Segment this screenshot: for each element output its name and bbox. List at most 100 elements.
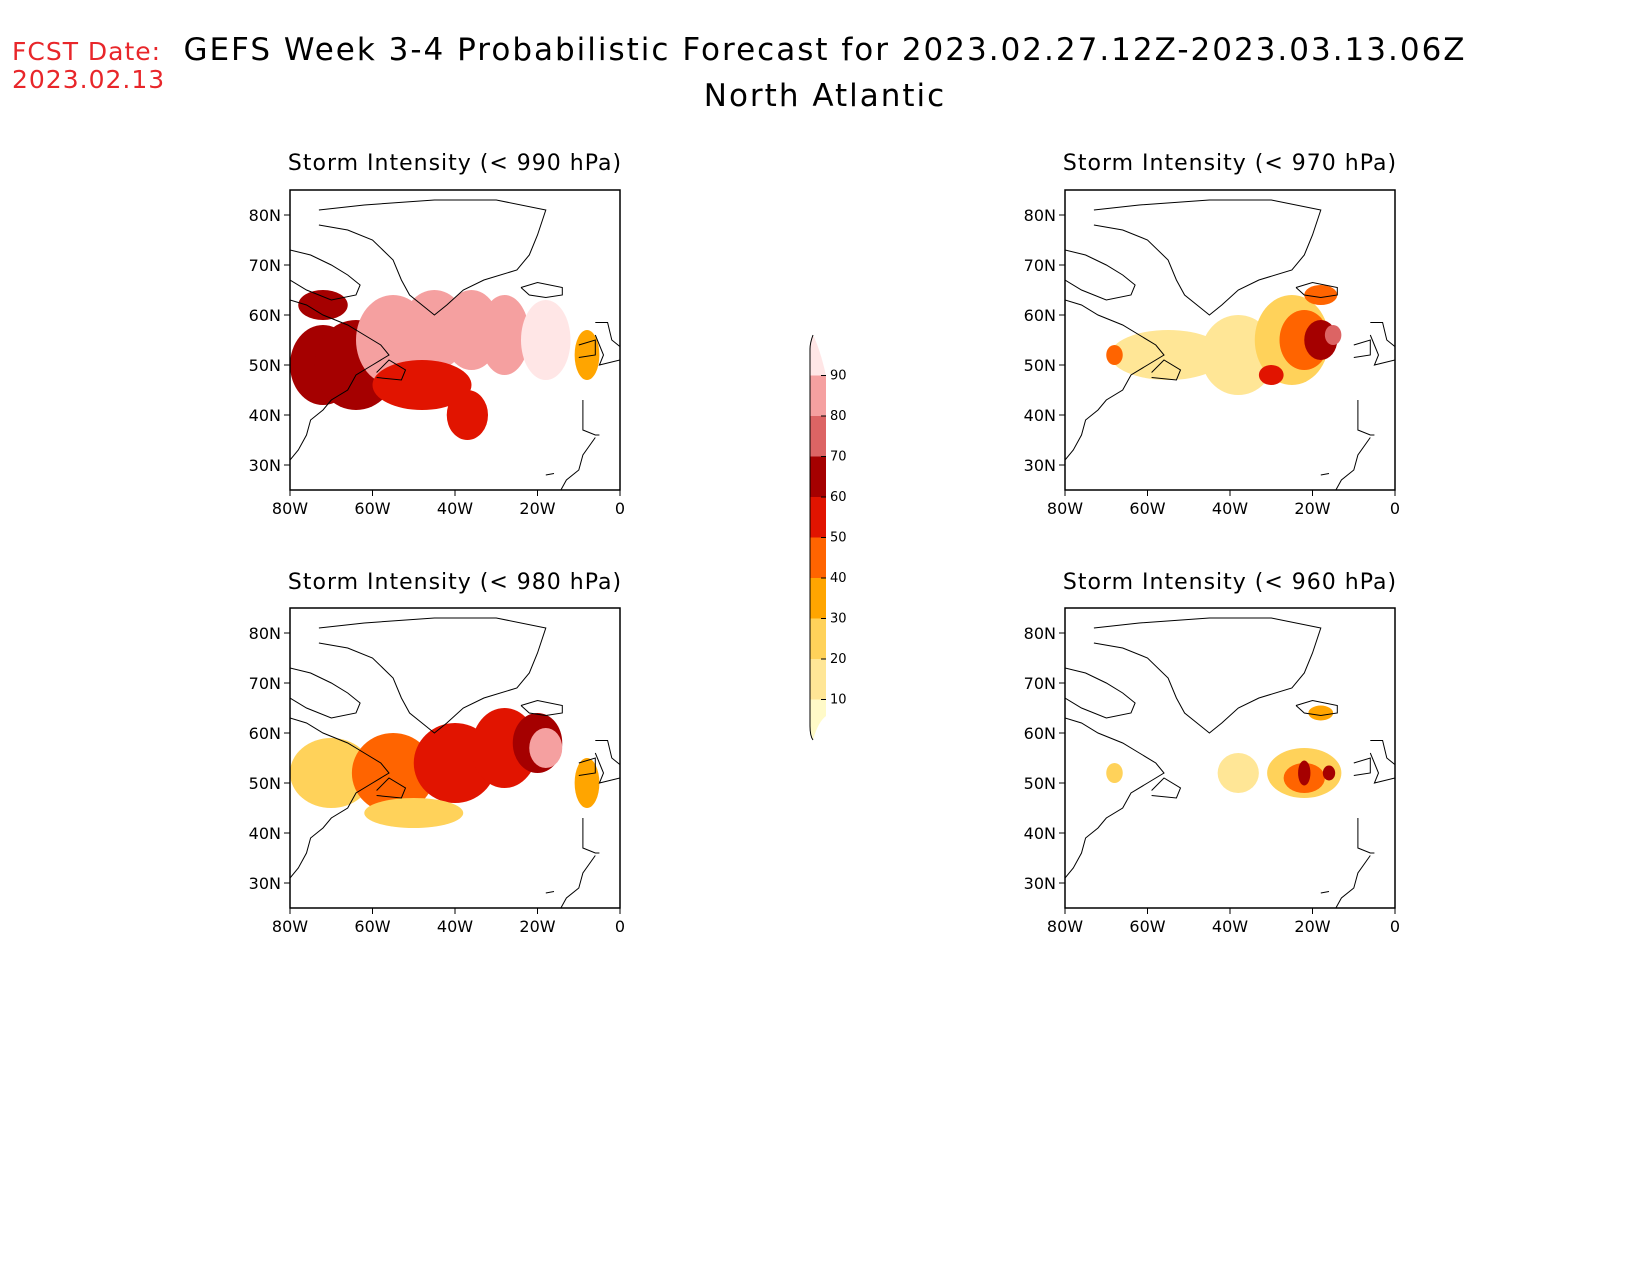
colorbar-swatch	[810, 497, 826, 538]
colorbar-label: 50	[830, 531, 847, 546]
coastline	[594, 322, 620, 366]
coastline	[1320, 891, 1330, 894]
coastline	[290, 299, 390, 461]
coastline	[1353, 339, 1371, 358]
lat-tick-label: 40N	[249, 406, 281, 425]
lon-tick-label: 20W	[1294, 499, 1330, 518]
coastline	[578, 339, 596, 358]
coastline	[318, 617, 547, 734]
colorbar-label: 20	[830, 652, 847, 667]
coastline	[582, 818, 600, 854]
probability-region	[574, 758, 600, 808]
coastline	[1357, 818, 1375, 854]
lat-tick-label: 60N	[1024, 306, 1056, 325]
map-panel-980: 80N 70N 60N 50N 40N 30N 80W 60W 40W 20W 0	[249, 607, 625, 936]
coastline	[1403, 260, 1415, 320]
coastline	[1065, 667, 1136, 719]
lat-tick-label: 40N	[1024, 406, 1056, 425]
lon-tick-label: 20W	[519, 499, 555, 518]
lon-tick-label: 40W	[437, 499, 473, 518]
lon-tick-label: 0	[615, 499, 625, 518]
coastline	[520, 699, 563, 717]
colorbar-swatch	[810, 699, 826, 740]
probability-region	[1324, 325, 1342, 345]
lon-tick-label: 80W	[272, 917, 308, 936]
coastline	[290, 249, 361, 301]
colorbar-label: 10	[830, 693, 847, 708]
probability-region	[298, 290, 348, 320]
lon-tick-label: 40W	[1212, 499, 1248, 518]
colorbar-label: 40	[830, 571, 847, 586]
coastline	[290, 717, 390, 879]
coastline	[1353, 757, 1371, 776]
coastline	[1093, 617, 1322, 734]
probability-region	[529, 728, 563, 768]
page-title: GEFS Week 3-4 Probabilistic Forecast for…	[183, 32, 1467, 68]
coastline	[1357, 400, 1375, 436]
panel-title-980: Storm Intensity (< 980 hPa)	[287, 570, 623, 595]
map-panel-970: 80N 70N 60N 50N 40N 30N 80W 60W 40W 20W 0	[1024, 189, 1400, 518]
probability-region	[290, 738, 373, 808]
colorbar-swatch	[810, 578, 826, 619]
coastline	[578, 757, 596, 776]
coastline	[582, 400, 600, 436]
lat-tick-label: 60N	[249, 724, 281, 743]
coastline	[545, 473, 555, 476]
coastline	[545, 891, 555, 894]
map-panel-960: 80N 70N 60N 50N 40N 30N 80W 60W 40W 20W 0	[1024, 607, 1400, 936]
colorbar-outline	[809, 334, 814, 741]
lat-tick-label: 30N	[249, 874, 281, 893]
coastline	[318, 199, 547, 316]
probability-region	[479, 295, 530, 375]
region-subtitle: North Atlantic	[703, 78, 947, 114]
lat-tick-label: 30N	[249, 456, 281, 475]
probability-region	[1258, 365, 1284, 385]
lon-tick-label: 60W	[1129, 917, 1165, 936]
lon-tick-label: 80W	[272, 499, 308, 518]
lon-tick-label: 0	[615, 917, 625, 936]
lon-tick-label: 0	[1390, 917, 1400, 936]
probability-region	[1304, 285, 1338, 305]
colorbar-label: 60	[830, 490, 847, 505]
lat-tick-label: 70N	[1024, 674, 1056, 693]
coastline	[376, 359, 407, 381]
coastline	[628, 260, 640, 320]
lon-tick-label: 0	[1390, 499, 1400, 518]
probability-region	[1217, 753, 1259, 793]
lat-tick-label: 70N	[1024, 256, 1056, 275]
coastline	[594, 740, 620, 784]
coastline	[1295, 281, 1338, 299]
coastline	[560, 855, 596, 908]
colorbar-swatch	[810, 456, 826, 497]
colorbar-label: 30	[830, 612, 847, 627]
lat-tick-label: 70N	[249, 674, 281, 693]
coastline	[628, 678, 640, 738]
probability-region	[372, 360, 472, 410]
lat-tick-label: 80N	[1024, 624, 1056, 643]
probability-region	[1322, 765, 1336, 781]
lat-tick-label: 60N	[1024, 724, 1056, 743]
colorbar-swatch	[810, 618, 826, 659]
colorbar-swatch	[810, 335, 826, 376]
lat-tick-label: 70N	[249, 256, 281, 275]
lon-tick-label: 60W	[354, 499, 390, 518]
forecast-date-label: FCST Date:	[12, 37, 162, 66]
lat-tick-label: 60N	[249, 306, 281, 325]
lat-tick-label: 80N	[249, 206, 281, 225]
probability-region	[521, 300, 571, 380]
probability-region	[574, 330, 600, 380]
coastline	[1065, 299, 1165, 461]
coastline	[1369, 322, 1395, 366]
panel-title-990: Storm Intensity (< 990 hPa)	[287, 151, 623, 176]
lat-tick-label: 50N	[249, 356, 281, 375]
lon-tick-label: 60W	[354, 917, 390, 936]
map-panel-990: 80N 70N 60N 50N 40N 30N 80W 60W 40W 20W 0	[249, 189, 625, 518]
coastline	[1295, 699, 1338, 717]
coastline	[560, 437, 596, 490]
probability-region	[446, 390, 488, 440]
lat-tick-label: 80N	[1024, 206, 1056, 225]
lon-tick-label: 60W	[1129, 499, 1165, 518]
probability-region	[364, 798, 464, 828]
lat-tick-label: 80N	[249, 624, 281, 643]
colorbar-label: 70	[830, 450, 847, 465]
